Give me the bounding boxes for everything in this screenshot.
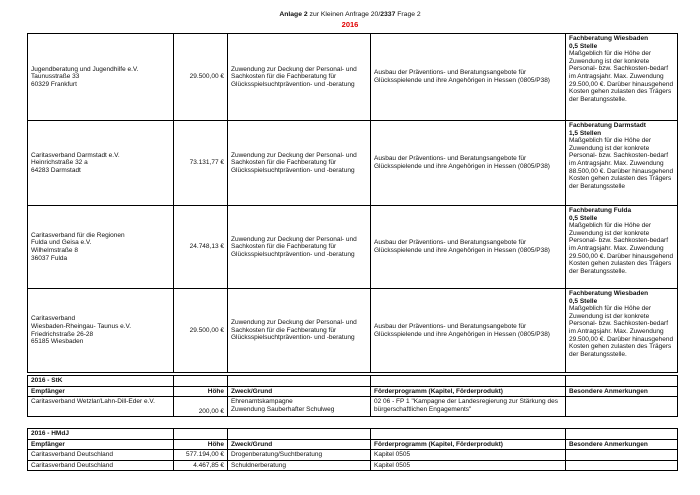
note-title: Fachberatung Darmstadt bbox=[569, 122, 646, 129]
purpose-cell: Ehrenamtskampagne Zuwendung Sauberhafter… bbox=[227, 396, 371, 418]
amount-cell: 200,00 € bbox=[173, 396, 228, 418]
column-header-purpose: Zweck/Grund bbox=[227, 438, 371, 451]
note-body: Maßgeblich für die Höhe der Zuwendung is… bbox=[569, 137, 674, 190]
table-row: Caritasverband Deutschland 577.194,00 € … bbox=[27, 449, 678, 461]
column-header-program: Förderprogramm (Kapitel, Förderprodukt) bbox=[370, 385, 566, 398]
recipient-cell: Caritasverband Deutschland bbox=[27, 459, 174, 472]
column-header-program: Förderprogramm (Kapitel, Förderprodukt) bbox=[370, 438, 566, 451]
notes-cell: Fachberatung Wiesbaden 0,5 Stelle Maßgeb… bbox=[565, 288, 678, 373]
header-suffix-text: Frage 2 bbox=[395, 11, 421, 18]
empty-cell bbox=[227, 375, 371, 387]
amount-cell: 577.194,00 € bbox=[173, 449, 228, 461]
note-body: Maßgeblich für die Höhe der Zuwendung is… bbox=[569, 305, 674, 358]
table-row: Caritasverband Wiesbaden-Rheingau- Taunu… bbox=[27, 288, 678, 373]
amount-cell: 29.500,00 € bbox=[173, 33, 228, 121]
table-row: Caritasverband Wetzlar/Lahn-Dill-Eder e.… bbox=[27, 396, 678, 418]
table-title-row: 2016 - HMdJ bbox=[27, 428, 678, 440]
stk-table: 2016 - StK Empfänger Höhe Zweck/Grund Fö… bbox=[27, 375, 678, 418]
table-title: 2016 - StK bbox=[27, 375, 174, 387]
program-cell: Kapitel 0505 bbox=[370, 459, 566, 472]
column-header-purpose: Zweck/Grund bbox=[227, 385, 371, 398]
column-header-notes: Besondere Anmerkungen bbox=[565, 438, 678, 451]
table-row: Jugendberatung und Jugendhilfe e.V. Taun… bbox=[27, 33, 678, 121]
note-body: Maßgeblich für die Höhe der Zuwendung is… bbox=[569, 222, 674, 275]
note-title: Fachberatung Fulda bbox=[569, 207, 632, 214]
table-row: Caritasverband Darmstadt e.V. Heinrichst… bbox=[27, 120, 678, 206]
table-header-row: Empfänger Höhe Zweck/Grund Förderprogram… bbox=[27, 385, 678, 398]
column-header-recipient: Empfänger bbox=[27, 385, 174, 398]
recipient-cell: Jugendberatung und Jugendhilfe e.V. Taun… bbox=[27, 33, 174, 121]
recipient-cell: Caritasverband für die Regionen Fulda un… bbox=[27, 205, 174, 289]
purpose-cell: Drogenberatung/Suchtberatung bbox=[227, 449, 371, 461]
empty-cell bbox=[565, 375, 678, 387]
notes-cell bbox=[565, 449, 678, 461]
table-row: Caritasverband für die Regionen Fulda un… bbox=[27, 205, 678, 289]
note-subtitle: 0,5 Stelle bbox=[569, 297, 598, 305]
recipient-cell: Caritasverband Wetzlar/Lahn-Dill-Eder e.… bbox=[27, 396, 174, 418]
amount-cell: 4.467,85 € bbox=[173, 459, 228, 472]
header-request-number: 2337 bbox=[380, 11, 396, 18]
note-subtitle: 0,5 Stelle bbox=[569, 214, 598, 222]
column-header-amount: Höhe bbox=[173, 385, 228, 398]
table-row: Caritasverband Deutschland 4.467,85 € Sc… bbox=[27, 459, 678, 472]
notes-cell: Fachberatung Wiesbaden 0,5 Stelle Maßgeb… bbox=[565, 33, 678, 121]
recipient-cell: Caritasverband Wiesbaden-Rheingau- Taunu… bbox=[27, 288, 174, 373]
table-title-row: 2016 - StK bbox=[27, 375, 678, 387]
recipient-cell: Caritasverband Darmstadt e.V. Heinrichst… bbox=[27, 120, 174, 206]
program-cell: Ausbau der Präventions- und Beratungsang… bbox=[370, 33, 566, 121]
program-cell: 02 06 - FP 1 "Kampagne der Landesregieru… bbox=[370, 396, 566, 418]
grants-table-main: Jugendberatung und Jugendhilfe e.V. Taun… bbox=[27, 33, 678, 373]
year-label: 2016 bbox=[341, 20, 359, 29]
purpose-cell: Schuldnerberatung bbox=[227, 459, 371, 472]
notes-cell bbox=[565, 396, 678, 418]
column-header-amount: Höhe bbox=[173, 438, 228, 451]
empty-cell bbox=[173, 428, 228, 440]
document-year: 2016 bbox=[0, 20, 700, 29]
table-title: 2016 - HMdJ bbox=[27, 428, 174, 440]
note-subtitle: 0,5 Stelle bbox=[569, 42, 598, 50]
column-header-notes: Besondere Anmerkungen bbox=[565, 385, 678, 398]
note-title: Fachberatung Wiesbaden bbox=[569, 35, 649, 42]
hmdj-table: 2016 - HMdJ Empfänger Höhe Zweck/Grund F… bbox=[27, 428, 678, 472]
purpose-cell: Zuwendung zur Deckung der Personal- und … bbox=[227, 120, 371, 206]
purpose-cell: Zuwendung zur Deckung der Personal- und … bbox=[227, 33, 371, 121]
note-subtitle: 1,5 Stellen bbox=[569, 129, 602, 137]
purpose-cell: Zuwendung zur Deckung der Personal- und … bbox=[227, 205, 371, 289]
program-cell: Kapitel 0505 bbox=[370, 449, 566, 461]
purpose-cell: Zuwendung zur Deckung der Personal- und … bbox=[227, 288, 371, 373]
program-cell: Ausbau der Präventions- und Beratungsang… bbox=[370, 288, 566, 373]
empty-cell bbox=[227, 428, 371, 440]
header-mid-text: zur Kleinen Anfrage 20/ bbox=[307, 11, 381, 18]
note-body: Maßgeblich für die Höhe der Zuwendung is… bbox=[569, 50, 674, 103]
notes-cell bbox=[565, 459, 678, 472]
notes-cell: Fachberatung Fulda 0,5 Stelle Maßgeblich… bbox=[565, 205, 678, 289]
notes-cell: Fachberatung Darmstadt 1,5 Stellen Maßge… bbox=[565, 120, 678, 206]
column-header-recipient: Empfänger bbox=[27, 438, 174, 451]
empty-cell bbox=[565, 428, 678, 440]
document-header: Anlage 2 zur Kleinen Anfrage 20/2337 Fra… bbox=[0, 11, 700, 19]
note-title: Fachberatung Wiesbaden bbox=[569, 290, 649, 297]
empty-cell bbox=[173, 375, 228, 387]
program-cell: Ausbau der Präventions- und Beratungsang… bbox=[370, 120, 566, 206]
recipient-cell: Caritasverband Deutschland bbox=[27, 449, 174, 461]
amount-cell: 73.131,77 € bbox=[173, 120, 228, 206]
table-header-row: Empfänger Höhe Zweck/Grund Förderprogram… bbox=[27, 438, 678, 451]
amount-cell: 29.500,00 € bbox=[173, 288, 228, 373]
amount-cell: 24.748,13 € bbox=[173, 205, 228, 289]
empty-cell bbox=[370, 375, 566, 387]
header-annex-label: Anlage 2 bbox=[279, 11, 308, 18]
program-cell: Ausbau der Präventions- und Beratungsang… bbox=[370, 205, 566, 289]
empty-cell bbox=[370, 428, 566, 440]
